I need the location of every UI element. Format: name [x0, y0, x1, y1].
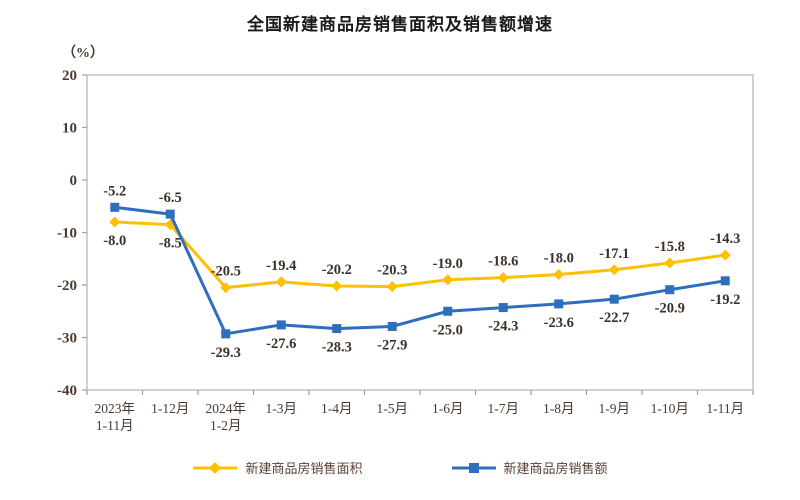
data-point-marker: [220, 282, 232, 294]
y-axis-tick-label: -10: [57, 226, 77, 242]
plot-border: [86, 74, 754, 391]
data-point-marker: [331, 280, 343, 292]
data-point-marker: [165, 209, 175, 219]
data-point-label: -18.0: [544, 251, 574, 267]
y-axis-tick-label: -20: [57, 278, 77, 294]
x-axis-category-label: 1-11月: [96, 418, 134, 433]
x-axis-category-label: 1-11月: [706, 401, 744, 416]
x-axis-category-label: 1-7月: [488, 401, 520, 416]
sales-area-legend-marker: [193, 461, 238, 474]
x-axis-category-label: 1-2月: [210, 418, 242, 433]
data-point-marker: [498, 303, 508, 313]
data-point-marker: [609, 294, 619, 304]
data-point-marker: [554, 299, 564, 309]
data-point-label: -20.5: [211, 264, 241, 280]
data-point-label: -25.0: [433, 322, 463, 338]
data-point-label: -15.8: [655, 239, 685, 255]
data-point-label: -22.7: [599, 310, 629, 326]
data-point-label: -8.0: [103, 233, 126, 249]
x-axis-category-label: 1-10月: [651, 401, 689, 416]
data-point-marker: [276, 320, 286, 330]
x-axis-category-label: 1-5月: [377, 401, 409, 416]
data-point-label: -8.5: [159, 236, 182, 252]
legend-label-sales-area: 新建商品房销售面积: [245, 461, 363, 476]
data-point-label: -6.5: [159, 190, 182, 206]
legend-item-sales-amount: 新建商品房销售额: [451, 458, 608, 477]
data-point-marker: [386, 281, 398, 293]
legend-label-sales-amount: 新建商品房销售额: [503, 461, 608, 476]
data-point-label: -28.3: [322, 340, 352, 356]
data-point-label: -5.2: [103, 183, 126, 199]
x-axis-category-label: 1-8月: [543, 401, 575, 416]
data-point-marker: [665, 285, 675, 295]
data-point-label: -17.1: [599, 246, 629, 262]
data-point-marker: [109, 216, 121, 228]
data-point-label: -27.6: [266, 336, 296, 352]
y-axis-tick-label: -40: [57, 383, 77, 399]
data-point-label: -20.3: [377, 263, 407, 279]
data-point-label: -20.9: [655, 301, 685, 317]
data-point-marker: [497, 272, 509, 284]
x-axis-category-label: 1-12月: [151, 401, 189, 416]
x-axis-category-label: 2023年: [95, 401, 136, 416]
data-point-label: -20.2: [322, 262, 352, 278]
y-axis-tick-label: 10: [62, 121, 77, 137]
data-point-label: -14.3: [710, 231, 740, 247]
x-axis-category-label: 1-9月: [599, 401, 631, 416]
data-point-label: -19.2: [710, 292, 740, 308]
data-point-marker: [443, 306, 453, 316]
legend: 新建商品房销售面积 新建商品房销售额: [0, 458, 800, 477]
x-axis-category-label: 1-6月: [432, 401, 464, 416]
data-point-label: -19.4: [266, 258, 296, 274]
data-point-marker: [664, 257, 676, 269]
sales-amount-legend-marker: [451, 462, 496, 473]
data-point-marker: [387, 321, 397, 331]
data-point-label: -18.6: [488, 254, 518, 270]
data-point-marker: [442, 274, 454, 286]
data-point-label: -23.6: [544, 315, 574, 331]
data-point-marker: [719, 249, 731, 261]
sales-amount-line: [113, 205, 727, 336]
sales-area-line: [113, 220, 727, 290]
data-point-label: -19.0: [433, 256, 463, 272]
y-axis-unit-label: （%）: [62, 46, 104, 61]
data-point-label: -27.9: [377, 337, 407, 353]
y-axis-tick-label: -30: [57, 331, 77, 347]
data-point-marker: [275, 276, 287, 288]
x-axis-category-label: 1-3月: [266, 401, 298, 416]
legend-item-sales-area: 新建商品房销售面积: [192, 458, 363, 477]
data-point-marker: [720, 276, 730, 286]
data-point-marker: [110, 202, 120, 212]
data-point-marker: [608, 264, 620, 276]
y-axis-tick-label: 20: [62, 68, 77, 84]
x-axis-category-label: 1-4月: [321, 401, 353, 416]
data-point-marker: [553, 269, 565, 280]
data-point-label: -24.3: [488, 319, 518, 335]
data-point-label: -29.3: [211, 345, 241, 361]
x-axis-category-label: 2024年: [206, 401, 247, 416]
data-point-marker: [221, 329, 231, 339]
chart-title: 全国新建商品房销售面积及销售额增速: [247, 15, 553, 34]
data-point-marker: [332, 324, 342, 334]
y-axis-tick-label: 0: [70, 173, 78, 189]
